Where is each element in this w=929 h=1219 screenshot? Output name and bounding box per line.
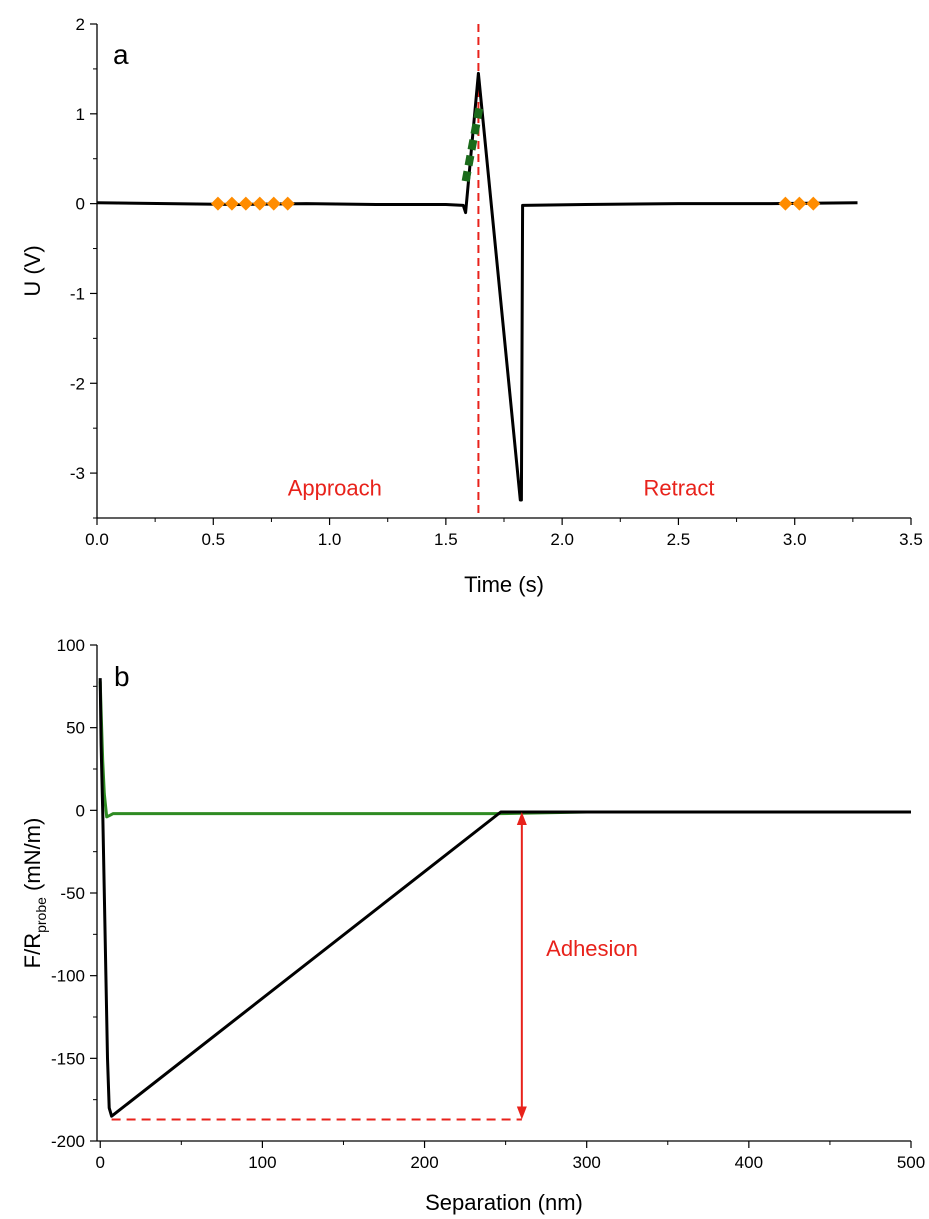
x-tick-label: 3.0	[783, 530, 807, 549]
orange-diamond-marker	[778, 196, 793, 211]
orange-diamond-marker	[280, 196, 295, 211]
annotation-approach: Approach	[288, 476, 382, 501]
annotation-adhesion: Adhesion	[546, 936, 638, 961]
y-tick-label: 100	[57, 636, 85, 655]
x-tick-label: 3.5	[899, 530, 923, 549]
y-tick-label: 50	[66, 719, 85, 738]
x-tick-label: 200	[410, 1153, 438, 1172]
orange-diamond-marker	[792, 196, 807, 211]
x-tick-label: 400	[735, 1153, 763, 1172]
x-tick-label: 2.5	[667, 530, 691, 549]
y-tick-label: 2	[76, 15, 85, 34]
panel-b: 0 100 200 300 400 500100500-50-100-150-200Sep…	[20, 636, 925, 1215]
y-tick-label: 0	[76, 801, 85, 820]
annotation-retract: Retract	[644, 476, 715, 501]
orange-diamond-marker	[224, 196, 239, 211]
x-axis-title: Time (s)	[464, 572, 544, 597]
green-dashed-fit-segment	[461, 105, 484, 182]
y-tick-label: -50	[60, 884, 85, 903]
x-tick-label: 300	[573, 1153, 601, 1172]
series-line	[96, 71, 858, 502]
orange-diamond-marker	[210, 196, 225, 211]
orange-diamond-marker	[266, 196, 281, 211]
x-tick-label: 0.0	[85, 530, 109, 549]
orange-diamond-marker	[238, 196, 253, 211]
x-tick-label: 1.5	[434, 530, 458, 549]
y-tick-label: -150	[51, 1049, 85, 1068]
x-tick-label: 0.5	[201, 530, 225, 549]
series-line	[98, 678, 911, 1118]
y-tick-label: -2	[70, 374, 85, 393]
x-tick-label: 500	[897, 1153, 925, 1172]
x-tick-label: 1.0	[318, 530, 342, 549]
y-axis-title-main: U (V)	[20, 245, 45, 296]
y-tick-label: -100	[51, 967, 85, 986]
adhesion-arrow-head-top	[516, 811, 527, 825]
y-tick-label: -200	[51, 1132, 85, 1151]
panel-letter: a	[113, 39, 129, 70]
panel-letter: b	[114, 661, 130, 692]
y-axis-title-main: F/R	[20, 933, 45, 968]
y-tick-label: -1	[70, 284, 85, 303]
x-tick-label: 100	[248, 1153, 276, 1172]
panel-a: 0.0 0.5 1.0 1.5 2.0 2.5 3.0 3.5 2 1 0 -1 -2 -3 Time (s…	[20, 15, 923, 597]
x-tick-label: 0	[96, 1153, 105, 1172]
y-axis-title: U (V)	[20, 245, 45, 296]
x-axis-title: Separation (nm)	[425, 1190, 583, 1215]
y-axis-title-unit: (mN/m)	[20, 818, 45, 897]
y-axis-title-subscript: probe	[33, 897, 49, 933]
y-tick-label: -3	[70, 464, 85, 483]
orange-diamond-marker	[806, 196, 821, 211]
y-tick-label: 1	[76, 105, 85, 124]
x-tick-label: 2.0	[550, 530, 574, 549]
adhesion-arrow-head-bottom	[516, 1106, 527, 1120]
orange-diamond-marker	[252, 196, 267, 211]
y-tick-label: 0	[76, 195, 85, 214]
series-line	[98, 681, 911, 819]
y-axis-title: F/Rprobe (mN/m)	[20, 818, 49, 969]
